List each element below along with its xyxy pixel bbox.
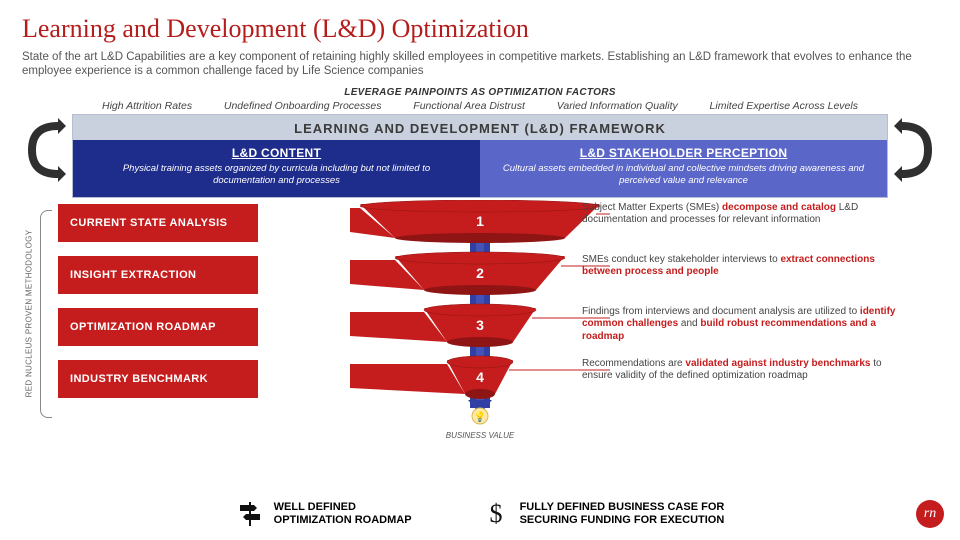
svg-text:💡: 💡 bbox=[474, 410, 486, 423]
step-desc: SMEs conduct key stakeholder interviews … bbox=[582, 254, 912, 296]
framework-col-sub: Cultural assets embedded in individual a… bbox=[498, 163, 869, 187]
svg-text:4: 4 bbox=[476, 369, 484, 385]
bottom-text: FULLY DEFINED BUSINESS CASE FORSECURING … bbox=[520, 501, 725, 527]
svg-text:3: 3 bbox=[476, 317, 484, 333]
leverage-heading: LEVERAGE PAINPOINTS AS OPTIMIZATION FACT… bbox=[22, 87, 938, 98]
step-label: INSIGHT EXTRACTION bbox=[58, 256, 258, 294]
step-descriptions: Subject Matter Experts (SMEs) decompose … bbox=[582, 202, 912, 410]
funnel: 💡 1 2 3 4 bbox=[350, 200, 610, 426]
side-label: RED NUCLEUS PROVEN METHODOLOGY bbox=[20, 204, 38, 424]
signpost-icon bbox=[236, 500, 264, 528]
svg-text:$: $ bbox=[489, 500, 502, 528]
svg-text:2: 2 bbox=[476, 265, 484, 281]
bottom-row: WELL DEFINEDOPTIMIZATION ROADMAP $ FULLY… bbox=[0, 500, 960, 528]
step-desc: Subject Matter Experts (SMEs) decompose … bbox=[582, 202, 912, 244]
step-label: CURRENT STATE ANALYSIS bbox=[58, 204, 258, 242]
svg-text:1: 1 bbox=[476, 213, 484, 229]
business-value-label: BUSINESS VALUE bbox=[446, 431, 514, 440]
loop-arrow-right-icon bbox=[894, 114, 938, 186]
bracket-icon bbox=[40, 210, 52, 418]
painpoint: High Attrition Rates bbox=[102, 100, 192, 112]
bottom-text: WELL DEFINEDOPTIMIZATION ROADMAP bbox=[274, 501, 412, 527]
step-label: OPTIMIZATION ROADMAP bbox=[58, 308, 258, 346]
dollar-icon: $ bbox=[482, 500, 510, 528]
painpoint: Varied Information Quality bbox=[557, 100, 678, 112]
subtitle: State of the art L&D Capabilities are a … bbox=[22, 50, 922, 79]
framework-col-sub: Physical training assets organized by cu… bbox=[91, 163, 462, 187]
page-title: Learning and Development (L&D) Optimizat… bbox=[22, 14, 938, 44]
painpoint: Undefined Onboarding Processes bbox=[224, 100, 382, 112]
painpoints-row: High Attrition Rates Undefined Onboardin… bbox=[102, 100, 858, 112]
painpoint: Functional Area Distrust bbox=[413, 100, 525, 112]
methodology-section: RED NUCLEUS PROVEN METHODOLOGY CURRENT S… bbox=[22, 204, 938, 424]
step-labels: CURRENT STATE ANALYSIS INSIGHT EXTRACTIO… bbox=[58, 204, 258, 412]
framework-box: LEARNING AND DEVELOPMENT (L&D) FRAMEWORK… bbox=[72, 114, 888, 198]
bottom-item-roadmap: WELL DEFINEDOPTIMIZATION ROADMAP bbox=[236, 500, 412, 528]
framework-col-perception: L&D STAKEHOLDER PERCEPTION Cultural asse… bbox=[480, 140, 887, 197]
bottom-item-business-case: $ FULLY DEFINED BUSINESS CASE FORSECURIN… bbox=[482, 500, 725, 528]
loop-arrow-left-icon bbox=[22, 114, 66, 186]
framework-col-content: L&D CONTENT Physical training assets org… bbox=[73, 140, 480, 197]
framework-title: LEARNING AND DEVELOPMENT (L&D) FRAMEWORK bbox=[73, 115, 887, 140]
framework-col-title: L&D CONTENT bbox=[91, 146, 462, 160]
step-label: INDUSTRY BENCHMARK bbox=[58, 360, 258, 398]
brand-logo: rn bbox=[916, 500, 944, 528]
step-desc: Recommendations are validated against in… bbox=[582, 358, 912, 400]
framework-col-title: L&D STAKEHOLDER PERCEPTION bbox=[498, 146, 869, 160]
step-desc: Findings from interviews and document an… bbox=[582, 306, 912, 348]
painpoint: Limited Expertise Across Levels bbox=[710, 100, 858, 112]
